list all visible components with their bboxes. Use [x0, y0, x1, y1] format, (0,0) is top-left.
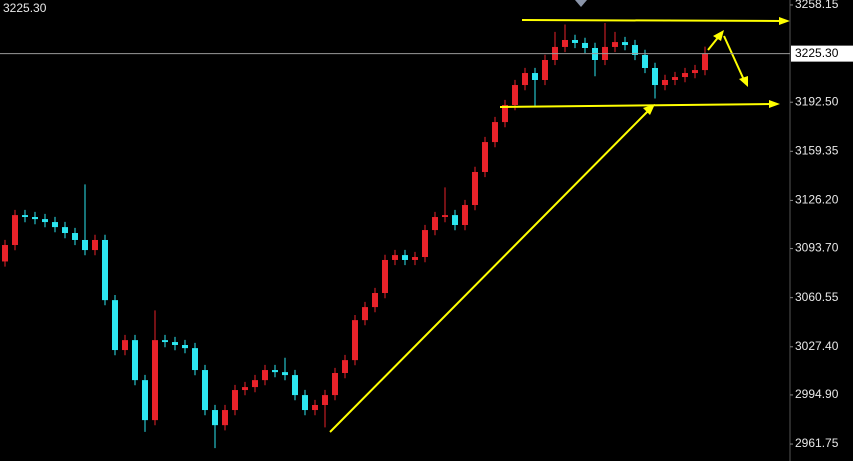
candle-body: [522, 73, 528, 86]
candle-body: [452, 215, 458, 226]
candle-body: [472, 171, 478, 206]
candle-body: [202, 370, 208, 411]
candle-body: [322, 395, 328, 406]
candle-body: [72, 233, 78, 240]
last-price-box: [791, 45, 853, 62]
arrow-head: [779, 17, 790, 25]
support-line: [499, 103, 773, 108]
candle-body: [172, 342, 178, 346]
candle-body: [702, 53, 708, 71]
candle-body: [212, 410, 218, 426]
y-tick-label: 2994.90: [795, 387, 839, 401]
candle-body: [232, 390, 238, 411]
candle-body: [652, 67, 658, 86]
candle-body: [312, 405, 318, 411]
candle-body: [252, 380, 258, 388]
candle-body: [192, 348, 198, 371]
candle-body: [302, 395, 308, 411]
candle-body: [662, 79, 668, 86]
y-tick-label: 3126.20: [795, 193, 839, 207]
y-tick-label: 3027.40: [795, 339, 839, 353]
candle-body: [42, 219, 48, 223]
candle-body: [462, 205, 468, 226]
candle-body: [482, 142, 488, 172]
arrow-head: [643, 104, 655, 115]
candle-body: [332, 373, 338, 396]
candle-body: [502, 105, 508, 123]
candle-body: [572, 39, 578, 43]
trend-line: [329, 110, 649, 433]
candle-body: [292, 375, 298, 396]
candle-body: [342, 360, 348, 374]
candle-body: [442, 215, 448, 218]
candle-body: [562, 39, 568, 47]
y-tick-label: 3258.15: [795, 0, 839, 11]
candle-body: [22, 215, 28, 218]
candle-body: [492, 122, 498, 143]
candle-body: [52, 222, 58, 228]
candle-body: [222, 410, 228, 426]
y-tick-label: 3159.35: [795, 143, 839, 157]
candle-body: [2, 245, 8, 262]
candle-body: [152, 340, 158, 421]
annotations: [329, 17, 790, 433]
arrow-head: [769, 100, 780, 108]
forecast-down: [723, 35, 745, 81]
candle-body: [412, 257, 418, 260]
candle-body: [382, 259, 388, 294]
candle-body: [62, 227, 68, 234]
candle-body: [632, 45, 638, 55]
candle-body: [672, 77, 678, 80]
y-tick-label: 3093.70: [795, 241, 839, 255]
candle-body: [12, 215, 18, 246]
y-tick-label: 3060.55: [795, 290, 839, 304]
candle-body: [582, 42, 588, 48]
candle-body: [682, 73, 688, 78]
candle-body: [372, 293, 378, 308]
candle-body: [422, 230, 428, 258]
last-price-label: 3225.30: [795, 46, 839, 60]
candle-body: [242, 387, 248, 391]
candle-body: [82, 239, 88, 251]
candle-body: [692, 70, 698, 74]
candle-body: [352, 320, 358, 361]
candle-body: [362, 307, 368, 321]
candle-body: [542, 59, 548, 80]
candle-body: [162, 340, 168, 343]
candle-body: [512, 85, 518, 106]
candle-body: [32, 217, 38, 220]
candle-body: [622, 42, 628, 46]
candle-body: [402, 255, 408, 260]
candle-body: [432, 217, 438, 231]
candle-body: [132, 340, 138, 381]
y-tick-label: 2961.75: [795, 436, 839, 450]
candle-body: [92, 239, 98, 251]
candle-body: [182, 345, 188, 349]
arrow-head: [739, 76, 748, 87]
candle-body: [282, 372, 288, 376]
candle-body: [112, 300, 118, 351]
last-price-text: 3225.30: [3, 1, 47, 15]
y-tick-label: 3192.50: [795, 94, 839, 108]
candle-body: [122, 340, 128, 351]
candles: [2, 22, 708, 449]
candle-body: [102, 239, 108, 301]
candle-body: [262, 370, 268, 381]
candle-body: [392, 255, 398, 260]
candle-body: [642, 54, 648, 68]
candle-body: [142, 380, 148, 421]
candle-body: [272, 370, 278, 373]
resistance-line: [521, 19, 783, 22]
marker: [575, 0, 587, 7]
arrow-head: [713, 30, 724, 41]
candle-body: [532, 73, 538, 80]
candle-body: [612, 42, 618, 47]
